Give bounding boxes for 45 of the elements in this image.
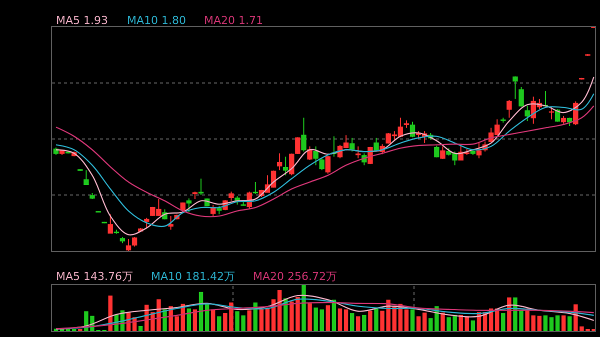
bar [210, 309, 216, 331]
bar [247, 310, 252, 331]
candlestick [114, 229, 120, 234]
bar [458, 314, 463, 331]
bar [265, 308, 270, 331]
bar [568, 316, 572, 331]
bar [374, 308, 378, 331]
bar [338, 308, 342, 331]
series-label: MA20 256.72万 [253, 270, 337, 283]
bar [501, 313, 506, 331]
bar [368, 310, 372, 331]
bar [470, 320, 476, 331]
bar [531, 315, 536, 331]
text: MA20 1.71 [204, 14, 264, 27]
bar [314, 308, 318, 331]
bar [259, 308, 264, 331]
bar [356, 316, 360, 331]
bar [217, 316, 222, 331]
bar [555, 315, 560, 331]
bar [362, 314, 366, 331]
bar [561, 315, 566, 331]
bar [416, 316, 421, 331]
candlestick [252, 182, 258, 194]
bar [440, 312, 445, 331]
text: MA5 143.76万 [56, 270, 133, 283]
text: MA10 1.80 [127, 14, 186, 27]
bar [537, 316, 542, 331]
bar [422, 312, 427, 331]
bar [302, 285, 306, 331]
text: MA10 181.42万 [151, 270, 235, 283]
candlestick [78, 168, 83, 172]
bar [543, 315, 548, 331]
bar [344, 309, 348, 331]
candlestick [90, 192, 95, 200]
bar [410, 309, 415, 331]
bar [320, 309, 324, 331]
bar [308, 303, 312, 331]
bar [404, 309, 409, 331]
bar [186, 308, 192, 331]
bar [326, 305, 330, 331]
text: MA5 1.93 [56, 14, 108, 27]
bar [350, 313, 354, 331]
bar [549, 317, 554, 331]
bar [138, 326, 143, 331]
candlestick [500, 117, 506, 124]
